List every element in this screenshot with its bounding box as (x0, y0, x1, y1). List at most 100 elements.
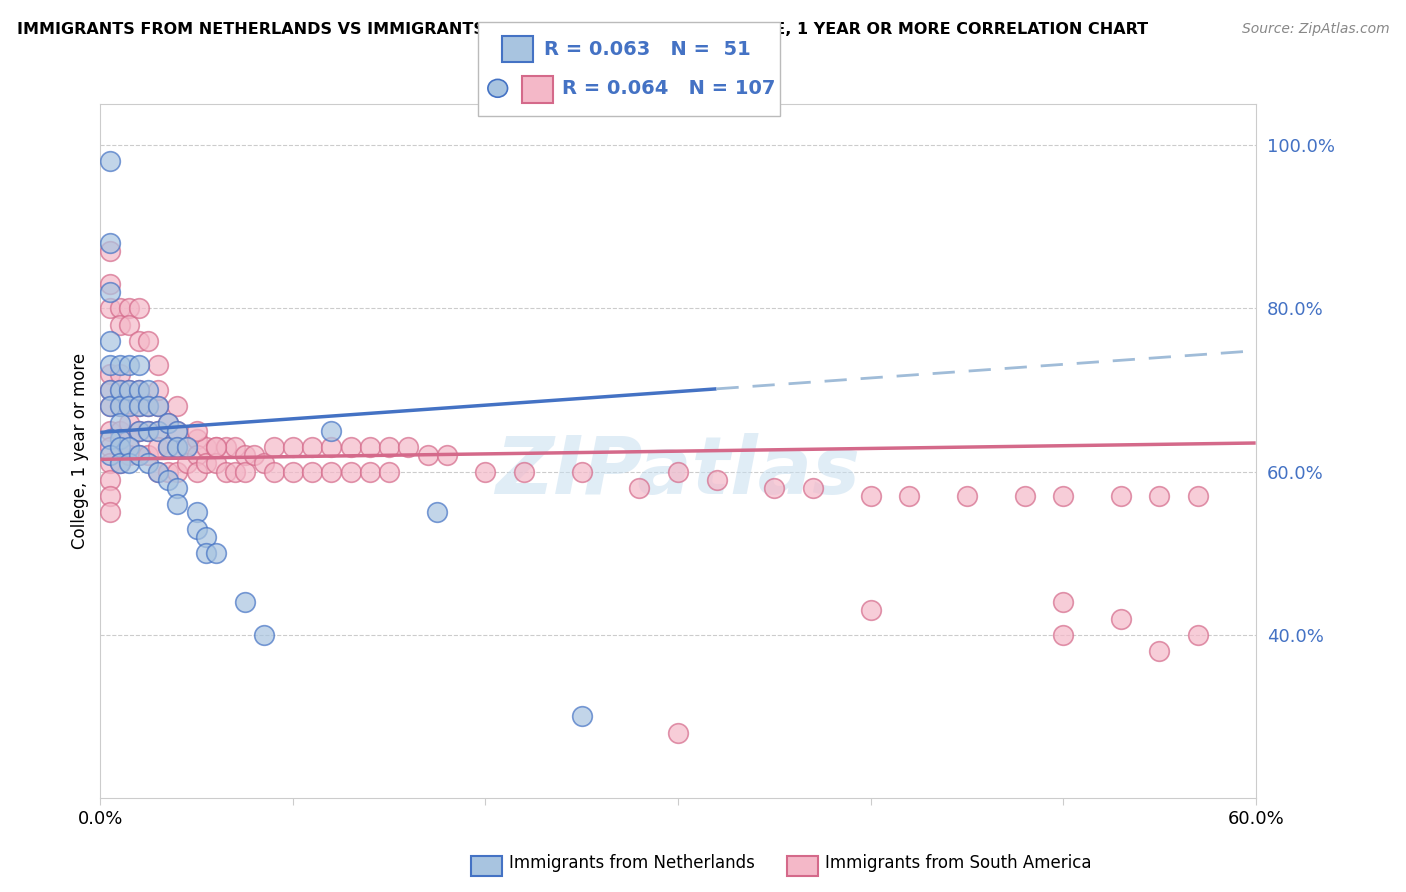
Point (138, 334, 160, 348)
Point (166, 497, 188, 511)
Point (195, 546, 218, 560)
Point (176, 440, 198, 454)
Point (118, 457, 141, 471)
Point (138, 383, 160, 397)
Point (233, 465, 256, 479)
Point (513, 465, 536, 479)
Point (138, 457, 160, 471)
Point (186, 432, 208, 446)
Point (321, 465, 343, 479)
Point (128, 399, 150, 413)
Point (98, 383, 121, 397)
Point (186, 522, 208, 536)
Point (301, 465, 323, 479)
Point (108, 440, 131, 454)
Point (263, 465, 285, 479)
Point (321, 440, 343, 454)
Point (1109, 611, 1132, 625)
Point (195, 457, 218, 471)
Point (118, 399, 141, 413)
Point (359, 440, 381, 454)
Point (156, 465, 179, 479)
Text: ZIPatlas: ZIPatlas (495, 433, 860, 511)
Point (118, 432, 141, 446)
Text: IMMIGRANTS FROM NETHERLANDS VS IMMIGRANTS FROM SOUTH AMERICA COLLEGE, 1 YEAR OR : IMMIGRANTS FROM NETHERLANDS VS IMMIGRANT… (17, 22, 1147, 37)
Point (138, 399, 160, 413)
Point (146, 424, 169, 438)
Point (146, 424, 169, 438)
Point (224, 465, 246, 479)
Point (118, 318, 141, 332)
Point (253, 628, 276, 642)
Point (763, 481, 786, 495)
Point (98, 367, 121, 381)
Point (233, 595, 256, 609)
Point (166, 424, 188, 438)
Point (118, 448, 141, 462)
Point (98, 457, 121, 471)
Point (156, 440, 179, 454)
Point (108, 318, 131, 332)
Point (281, 440, 304, 454)
Point (243, 448, 266, 462)
Point (205, 440, 228, 454)
Point (128, 448, 150, 462)
Point (176, 440, 198, 454)
Point (98, 244, 121, 259)
Point (339, 440, 361, 454)
Point (801, 481, 824, 495)
Point (859, 489, 882, 503)
Point (98, 440, 121, 454)
Point (186, 465, 208, 479)
Point (98, 301, 121, 316)
Point (108, 367, 131, 381)
Point (1109, 489, 1132, 503)
Point (224, 440, 246, 454)
Text: Source: ZipAtlas.com: Source: ZipAtlas.com (1241, 22, 1389, 37)
Point (98, 334, 121, 348)
Point (1149, 644, 1171, 658)
Point (186, 448, 208, 462)
Point (571, 465, 593, 479)
Point (898, 489, 921, 503)
Point (1052, 489, 1074, 503)
Point (146, 399, 169, 413)
Point (146, 359, 169, 373)
Point (186, 505, 208, 519)
Point (118, 399, 141, 413)
Point (205, 546, 228, 560)
Point (98, 277, 121, 291)
Point (128, 399, 150, 413)
Point (98, 489, 121, 503)
Point (128, 448, 150, 462)
Point (108, 301, 131, 316)
Point (1187, 489, 1209, 503)
Point (98, 399, 121, 413)
Point (956, 489, 979, 503)
Point (146, 465, 169, 479)
Point (166, 465, 188, 479)
Point (128, 301, 150, 316)
Point (138, 424, 160, 438)
Point (666, 726, 689, 740)
Point (436, 448, 458, 462)
Point (281, 465, 304, 479)
Point (118, 416, 141, 430)
Point (98, 505, 121, 519)
Point (426, 505, 449, 519)
Point (156, 473, 179, 487)
Point (156, 440, 179, 454)
Point (118, 359, 141, 373)
Point (138, 399, 160, 413)
Point (339, 465, 361, 479)
Point (214, 440, 236, 454)
Point (628, 481, 651, 495)
Point (146, 383, 169, 397)
Point (301, 440, 323, 454)
Point (359, 465, 381, 479)
Point (98, 432, 121, 446)
Point (166, 424, 188, 438)
Point (205, 440, 228, 454)
Point (118, 440, 141, 454)
Point (176, 457, 198, 471)
